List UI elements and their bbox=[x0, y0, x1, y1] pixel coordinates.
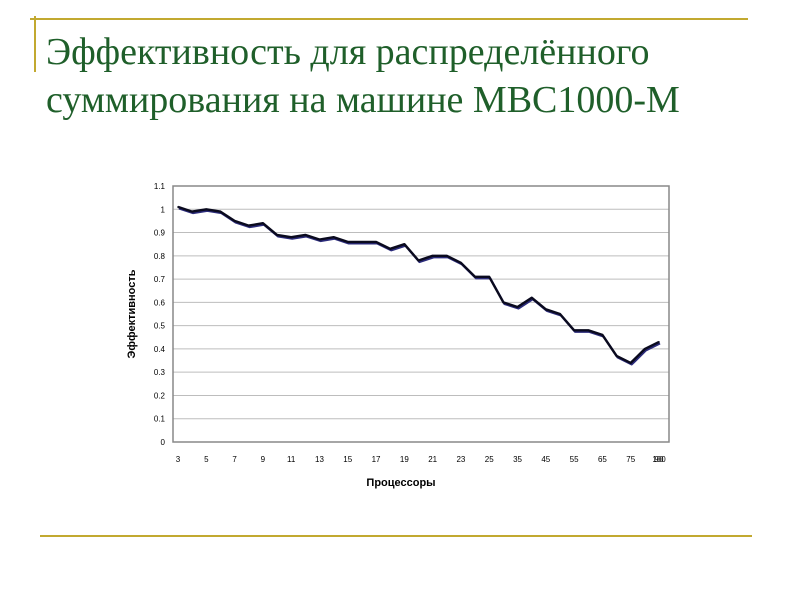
x-axis-title: Процессоры bbox=[366, 477, 435, 489]
data-point bbox=[545, 308, 547, 311]
data-point bbox=[389, 248, 392, 250]
data-point bbox=[488, 275, 491, 278]
x-tick-label: 23 bbox=[456, 455, 465, 464]
data-point bbox=[431, 255, 434, 257]
data-point bbox=[615, 355, 618, 357]
slide-title-line-2: суммирования на машине МВС1000-М bbox=[46, 79, 680, 121]
data-point bbox=[474, 275, 476, 278]
y-tick-label: 1 bbox=[161, 205, 166, 214]
data-point bbox=[205, 208, 208, 211]
x-tick-label: 65 bbox=[598, 455, 607, 464]
y-tick-label: 0.1 bbox=[154, 415, 166, 424]
data-point bbox=[445, 255, 448, 257]
title-top-rule bbox=[30, 18, 748, 20]
title-left-rule bbox=[34, 16, 36, 72]
data-point bbox=[177, 206, 179, 208]
y-axis-title: Эффективность bbox=[126, 269, 138, 358]
data-point bbox=[219, 210, 222, 213]
x-tick-label: 19 bbox=[400, 455, 409, 464]
data-point bbox=[361, 241, 363, 243]
data-point bbox=[658, 341, 660, 343]
y-tick-label: 0.9 bbox=[154, 229, 166, 238]
x-tick-label: 17 bbox=[372, 455, 381, 464]
data-point bbox=[233, 220, 236, 222]
x-tick-label: 3 bbox=[176, 455, 181, 464]
x-tick-label: 35 bbox=[513, 455, 522, 464]
data-point bbox=[346, 241, 349, 243]
data-point bbox=[601, 334, 604, 336]
data-point bbox=[332, 236, 335, 238]
x-tick-label: 21 bbox=[428, 455, 437, 464]
data-point bbox=[403, 243, 406, 245]
x-tick-label: 7 bbox=[232, 455, 237, 464]
x-tick-label: 5 bbox=[204, 455, 209, 464]
data-point bbox=[530, 296, 533, 299]
data-point bbox=[417, 259, 420, 262]
y-tick-label: 0.3 bbox=[154, 368, 166, 377]
data-point bbox=[290, 236, 292, 238]
y-tick-label: 0.4 bbox=[154, 345, 166, 354]
data-point bbox=[247, 224, 250, 227]
data-point bbox=[276, 234, 278, 236]
x-tick-label: 100 bbox=[652, 455, 666, 464]
data-point bbox=[573, 329, 575, 332]
slide-title-line-1: Эффективность для распределённого bbox=[46, 31, 650, 73]
y-tick-label: 1.1 bbox=[154, 182, 166, 191]
series-line-shadow bbox=[178, 207, 661, 366]
data-point bbox=[502, 301, 505, 304]
y-tick-label: 0.7 bbox=[154, 275, 166, 284]
y-tick-label: 0.2 bbox=[154, 391, 166, 400]
data-point bbox=[318, 238, 321, 241]
data-point bbox=[375, 241, 377, 243]
data-point bbox=[304, 234, 307, 236]
x-tick-label: 45 bbox=[541, 455, 550, 464]
x-tick-label: 25 bbox=[485, 455, 494, 464]
x-tick-label: 9 bbox=[261, 455, 266, 464]
efficiency-chart: 00.10.20.30.40.50.60.70.80.911.1 3 5 7 9 11 1… bbox=[126, 182, 670, 489]
data-point bbox=[516, 306, 519, 308]
series-line bbox=[177, 205, 660, 365]
y-tick-label: 0.8 bbox=[154, 252, 166, 261]
x-tick-label: 75 bbox=[626, 455, 635, 464]
series-layer bbox=[177, 205, 661, 366]
data-point bbox=[629, 362, 632, 364]
data-point bbox=[191, 210, 193, 213]
footer-rule bbox=[40, 535, 752, 537]
x-tick-label: 15 bbox=[343, 455, 352, 464]
y-tick-label: 0 bbox=[161, 438, 166, 447]
x-tick-label: 11 bbox=[287, 455, 296, 464]
y-tick-label: 0.6 bbox=[154, 298, 166, 307]
data-point bbox=[587, 329, 590, 332]
x-tick-label: 90 bbox=[655, 455, 664, 464]
slide-title: Эффективность для распределённого суммир… bbox=[46, 28, 746, 124]
data-point bbox=[644, 348, 646, 350]
data-point bbox=[559, 313, 561, 315]
data-point bbox=[460, 262, 462, 264]
x-tick-label: 13 bbox=[315, 455, 324, 464]
data-point bbox=[262, 222, 264, 225]
y-tick-label: 0.5 bbox=[154, 322, 166, 331]
y-axis-ticks: 0 0.1 0.2 0.3 0.4 0.5 0.6 0.7 0.8 0.9 1 1.1 bbox=[154, 182, 166, 447]
plot-area bbox=[172, 185, 670, 443]
x-tick-label: 55 bbox=[570, 455, 579, 464]
